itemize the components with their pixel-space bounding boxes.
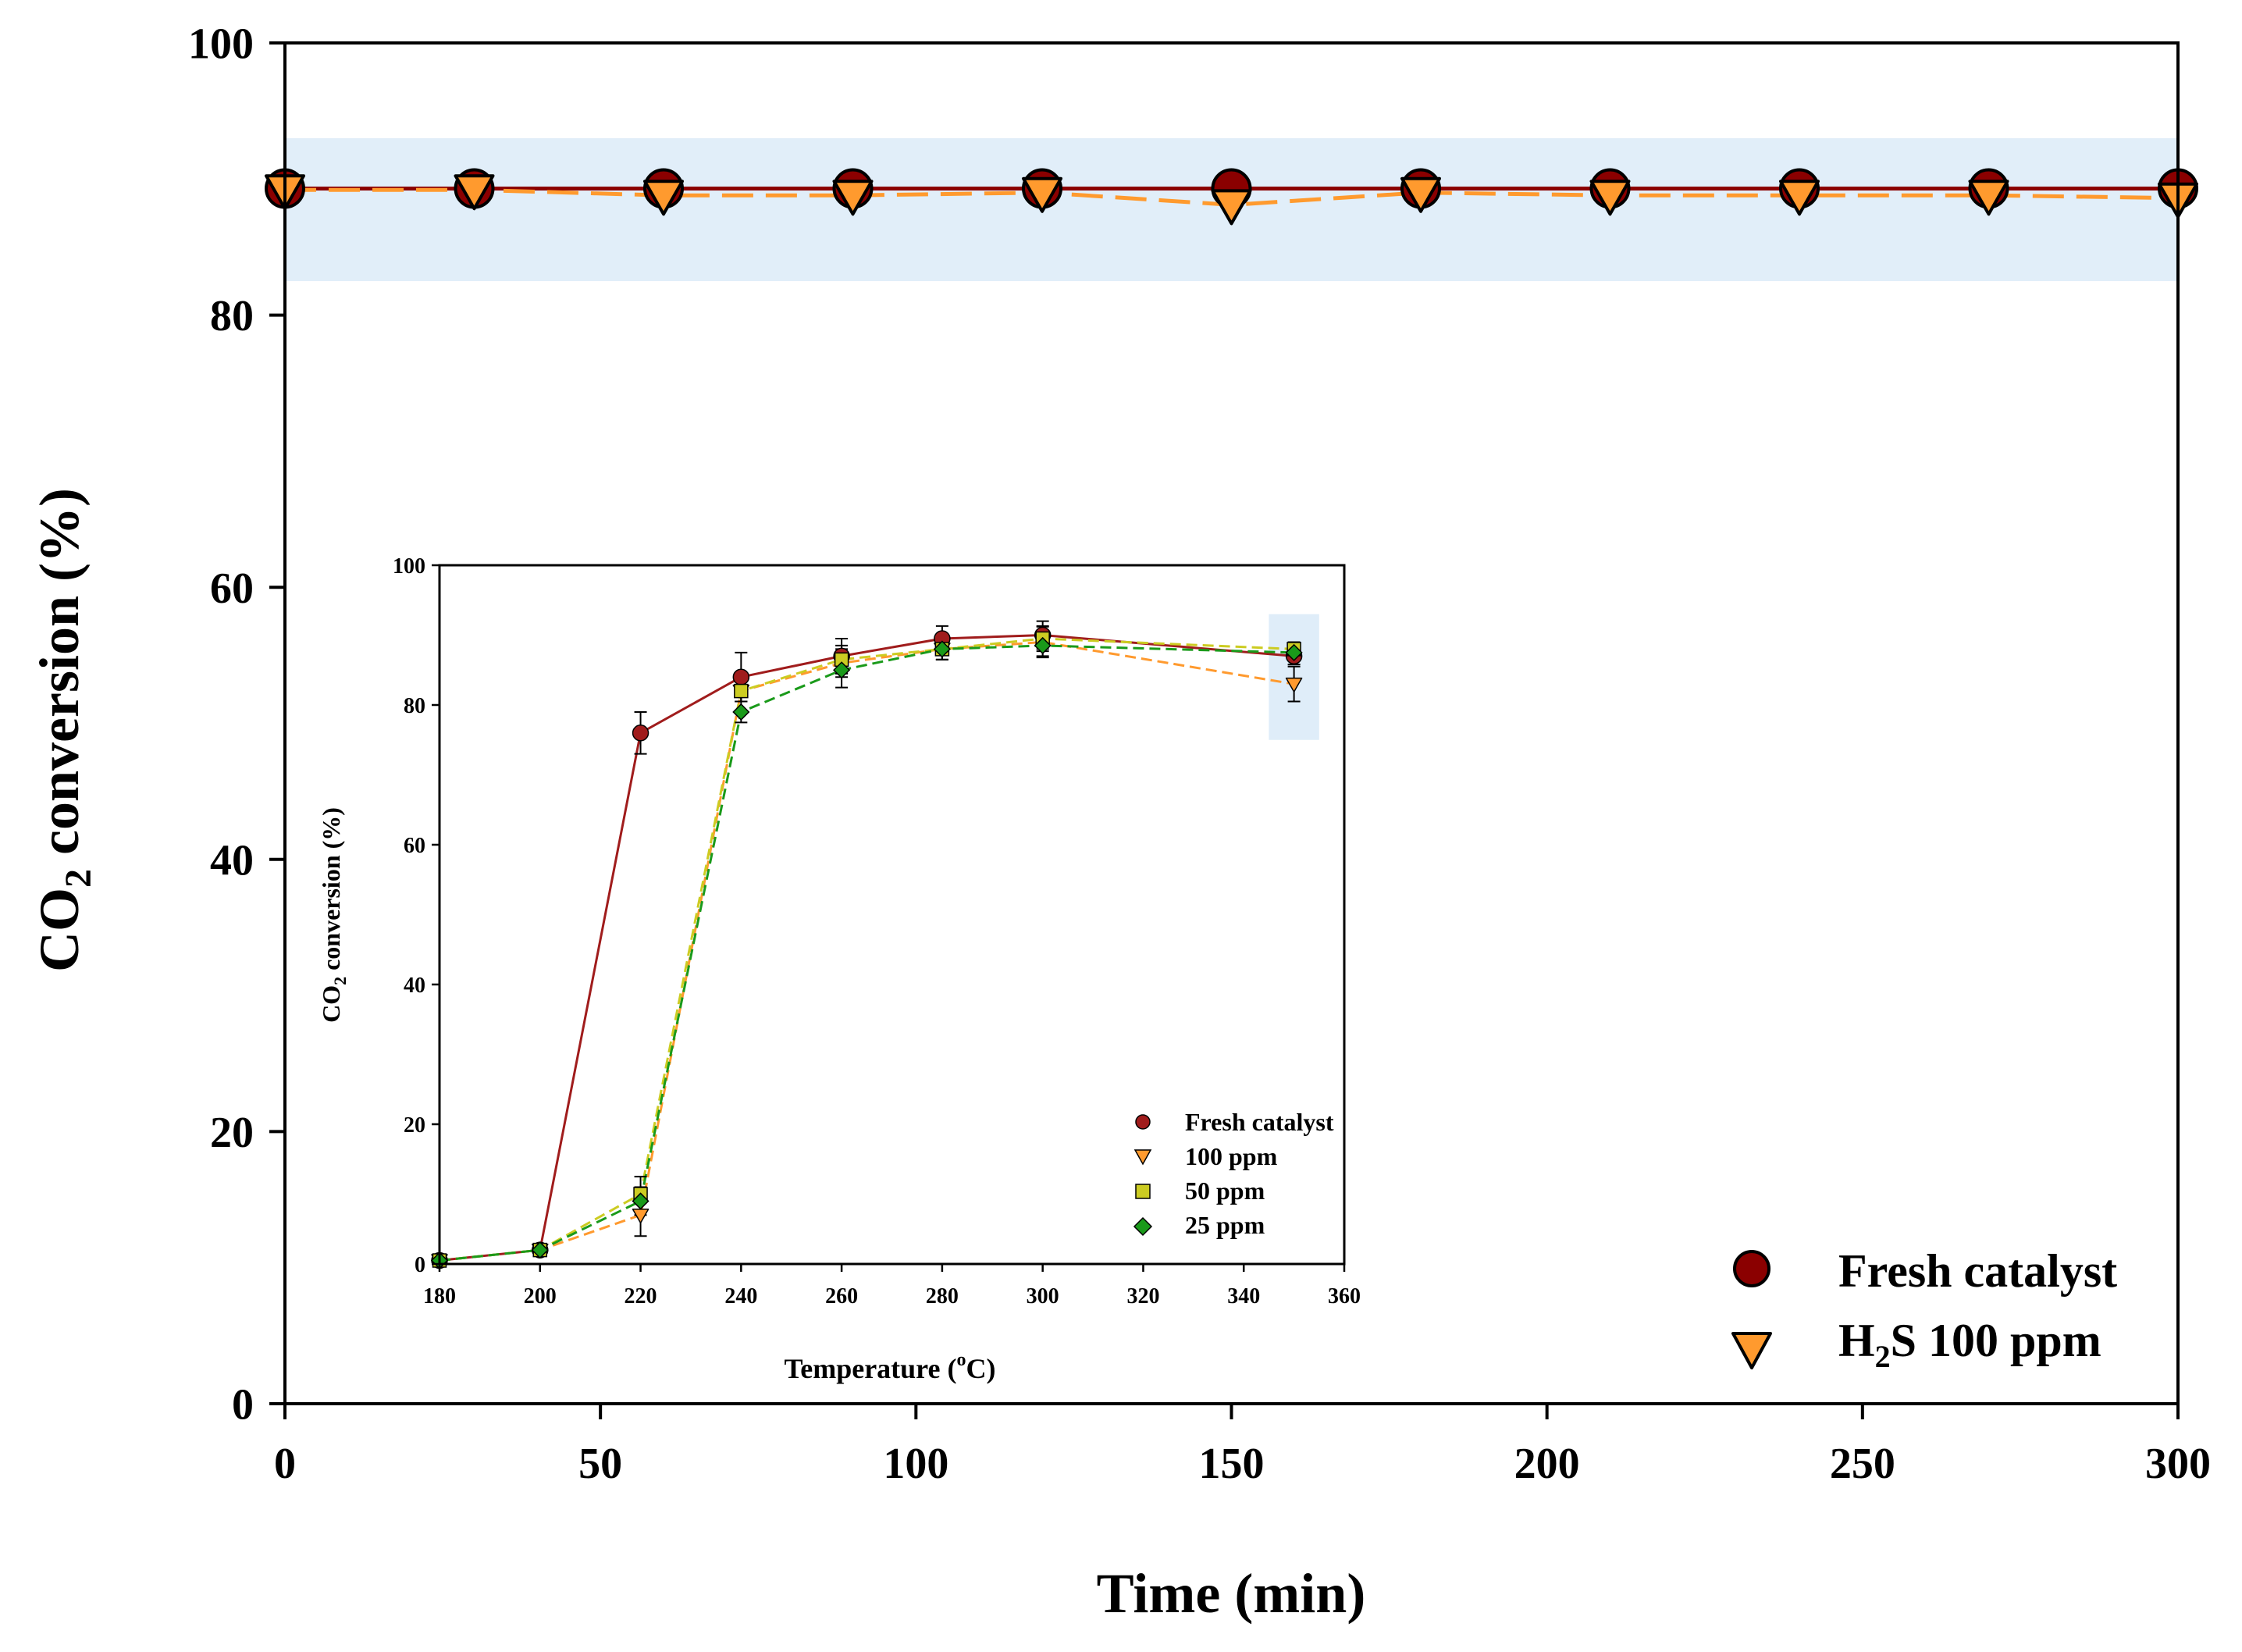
- inset-legend-marker-diamond: [1133, 1216, 1153, 1237]
- main-x-tick-label: 250: [1830, 1440, 1895, 1488]
- main-y-axis-label: CO2 conversion (%): [28, 488, 99, 972]
- main-marker-h2s-100-ppm: [1400, 176, 1441, 213]
- inset-y-tick-label: 40: [404, 974, 425, 998]
- main-legend: Fresh catalyst H2S 100 ppm: [1731, 1245, 2117, 1374]
- inset-series-line-fresh-catalyst: [439, 634, 1294, 1262]
- legend-marker-triangle-down: [1731, 1332, 1772, 1369]
- inset-marker-100-ppm: [1285, 677, 1303, 692]
- inset-y-axis-ticks: 0 20 40 60 80 100: [393, 554, 440, 1277]
- main-x-tick-label: 100: [883, 1440, 948, 1488]
- main-y-tick-label: 100: [188, 20, 254, 69]
- inset-x-tick-label: 200: [524, 1284, 557, 1308]
- main-marker-h2s-100-ppm: [832, 180, 874, 216]
- main-x-tick-label: 0: [274, 1440, 296, 1488]
- inset-legend-marker-square: [1135, 1184, 1151, 1199]
- inset-x-tick-label: 340: [1227, 1284, 1260, 1308]
- main-markers: [265, 168, 2198, 226]
- inset-marker-25-ppm: [732, 703, 750, 721]
- inset-x-tick-label: 360: [1328, 1284, 1361, 1308]
- inset-legend: Fresh catalyst 100 ppm 50 ppm 25 ppm: [1133, 1108, 1334, 1239]
- legend-label-h2s-100ppm: H2S 100 ppm: [1838, 1315, 2101, 1374]
- main-x-tick-label: 150: [1199, 1440, 1265, 1488]
- inset-legend-item-25ppm: 25 ppm: [1133, 1211, 1265, 1239]
- inset-legend-marker-triangle-down: [1133, 1149, 1152, 1166]
- inset-legend-label-25ppm: 25 ppm: [1185, 1211, 1265, 1239]
- inset-y-tick-label: 100: [393, 554, 425, 579]
- main-marker-h2s-100-ppm: [1968, 180, 2009, 216]
- legend-label-fresh-catalyst: Fresh catalyst: [1838, 1245, 2117, 1297]
- inset-x-tick-label: 220: [625, 1284, 657, 1308]
- inset-marker-25-ppm: [1034, 636, 1052, 654]
- inset-y-tick-label: 60: [404, 834, 425, 858]
- inset-x-tick-label: 240: [724, 1284, 757, 1308]
- inset-plot-frame: [438, 564, 1346, 1266]
- main-y-tick-label: 80: [210, 292, 254, 340]
- main-y-tick-label: 60: [210, 564, 254, 613]
- inset-plot: 180 200 220 240 260 280 300 320 340 360 0 20 40 60 80…: [317, 554, 1361, 1384]
- inset-marker-fresh-catalyst: [732, 668, 750, 685]
- main-x-axis-label: Time (min): [1097, 1562, 1366, 1625]
- main-x-axis-ticks: 0 50 100 150 200 250 300: [274, 1404, 2211, 1488]
- main-y-tick-label: 40: [210, 836, 254, 885]
- inset-marker-50-ppm: [734, 683, 749, 699]
- inset-legend-item-100ppm: 100 ppm: [1133, 1142, 1278, 1170]
- main-y-tick-label: 0: [232, 1381, 254, 1429]
- main-marker-h2s-100-ppm: [1211, 189, 1252, 226]
- main-marker-h2s-100-ppm: [1022, 176, 1062, 213]
- inset-series-lines: [439, 634, 1294, 1262]
- main-legend-item-h2s-100ppm: H2S 100 ppm: [1731, 1315, 2101, 1374]
- inset-x-tick-label: 320: [1126, 1284, 1159, 1308]
- inset-y-axis-label: CO2 conversion (%): [317, 807, 350, 1023]
- main-x-tick-label: 200: [1514, 1440, 1580, 1488]
- inset-markers: [430, 626, 1303, 1269]
- inset-x-tick-label: 260: [825, 1284, 858, 1308]
- inset-x-axis-label: Temperature (oC): [785, 1350, 996, 1384]
- inset-marker-25-ppm: [632, 1192, 649, 1210]
- main-x-tick-label: 50: [578, 1440, 622, 1488]
- inset-x-tick-label: 280: [926, 1284, 959, 1308]
- inset-marker-25-ppm: [1285, 643, 1303, 661]
- inset-x-tick-label: 180: [423, 1284, 456, 1308]
- main-y-axis-ticks: 0 20 40 60 80 100: [188, 20, 285, 1429]
- inset-y-tick-label: 0: [415, 1253, 425, 1277]
- inset-y-tick-label: 20: [404, 1113, 425, 1138]
- inset-marker-25-ppm: [833, 661, 851, 679]
- inset-marker-25-ppm: [933, 640, 951, 658]
- legend-marker-circle: [1733, 1250, 1770, 1287]
- inset-marker-fresh-catalyst: [632, 725, 649, 742]
- inset-series-line-25-ppm: [439, 644, 1294, 1262]
- main-y-tick-label: 20: [210, 1109, 254, 1157]
- inset-series-line-100-ppm: [439, 640, 1294, 1262]
- main-marker-h2s-100-ppm: [454, 174, 495, 211]
- inset-legend-marker-circle: [1135, 1114, 1151, 1130]
- inset-legend-item-50ppm: 50 ppm: [1135, 1177, 1265, 1205]
- main-marker-h2s-100-ppm: [1779, 180, 1820, 216]
- main-marker-h2s-100-ppm: [1589, 180, 1631, 216]
- inset-x-axis-ticks: 180 200 220 240 260 280 300 320 340 360: [423, 1264, 1361, 1308]
- inset-marker-25-ppm: [531, 1241, 549, 1259]
- inset-legend-label-fresh-catalyst: Fresh catalyst: [1185, 1108, 1334, 1136]
- inset-legend-label-50ppm: 50 ppm: [1185, 1177, 1265, 1205]
- inset-legend-label-100ppm: 100 ppm: [1185, 1142, 1278, 1170]
- inset-legend-item-fresh-catalyst: Fresh catalyst: [1135, 1108, 1334, 1136]
- main-legend-item-fresh-catalyst: Fresh catalyst: [1733, 1245, 2117, 1297]
- inset-y-tick-label: 80: [404, 694, 425, 718]
- main-x-tick-label: 300: [2145, 1440, 2211, 1488]
- main-marker-h2s-100-ppm: [643, 180, 684, 216]
- inset-x-tick-label: 300: [1027, 1284, 1059, 1308]
